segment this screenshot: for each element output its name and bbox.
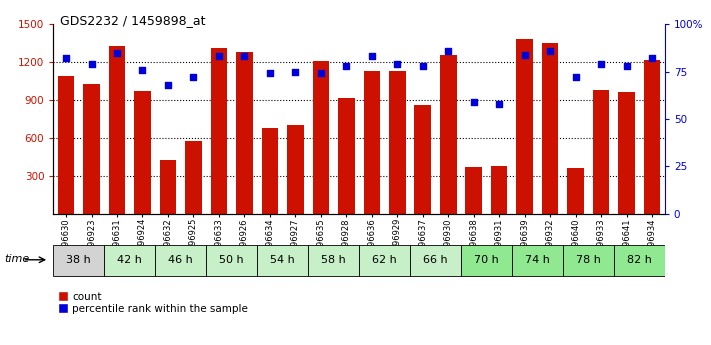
Bar — [563, 245, 614, 276]
Text: 54 h: 54 h — [270, 255, 295, 265]
Bar — [313, 61, 329, 214]
Bar — [619, 92, 635, 214]
Bar — [410, 245, 461, 276]
Bar — [359, 245, 410, 276]
Bar — [287, 125, 304, 214]
Text: 38 h: 38 h — [66, 255, 91, 265]
Point — [595, 61, 606, 67]
Point — [112, 50, 123, 55]
Bar — [206, 245, 257, 276]
Bar — [512, 245, 563, 276]
Point — [442, 48, 454, 53]
Point — [366, 53, 378, 59]
Point — [341, 63, 352, 69]
Point — [289, 69, 301, 74]
Bar — [643, 60, 661, 214]
Text: 70 h: 70 h — [474, 255, 499, 265]
Point — [60, 56, 72, 61]
Bar — [516, 39, 533, 214]
Bar — [466, 167, 482, 214]
Bar — [58, 76, 75, 214]
Bar — [53, 245, 105, 276]
Bar — [338, 98, 355, 214]
Bar — [160, 159, 176, 214]
Point — [162, 82, 173, 88]
Point — [417, 63, 429, 69]
Bar — [614, 245, 665, 276]
Point — [545, 48, 556, 53]
Text: 46 h: 46 h — [169, 255, 193, 265]
Bar — [461, 245, 512, 276]
Bar — [593, 90, 609, 214]
Text: GDS2232 / 1459898_at: GDS2232 / 1459898_at — [60, 14, 206, 27]
Bar — [262, 128, 278, 214]
Bar — [363, 71, 380, 214]
Text: 82 h: 82 h — [627, 255, 652, 265]
Bar — [257, 245, 308, 276]
Bar — [134, 91, 151, 214]
Point — [493, 101, 505, 107]
Text: 58 h: 58 h — [321, 255, 346, 265]
Bar — [83, 83, 100, 214]
Point — [315, 71, 326, 76]
Legend: count, percentile rank within the sample: count, percentile rank within the sample — [58, 292, 248, 314]
Bar — [185, 140, 202, 214]
Bar — [415, 105, 431, 214]
Bar — [105, 245, 155, 276]
Point — [519, 52, 530, 57]
Point — [621, 63, 632, 69]
Bar — [389, 71, 405, 214]
Point — [468, 99, 479, 105]
Bar — [155, 245, 206, 276]
Bar — [567, 168, 584, 214]
Bar — [308, 245, 359, 276]
Text: 42 h: 42 h — [117, 255, 142, 265]
Point — [213, 53, 225, 59]
Bar — [440, 55, 456, 214]
Point — [188, 75, 199, 80]
Text: 62 h: 62 h — [372, 255, 397, 265]
Text: time: time — [4, 254, 30, 264]
Bar — [210, 48, 228, 214]
Text: 66 h: 66 h — [423, 255, 448, 265]
Bar — [491, 166, 508, 214]
Text: 74 h: 74 h — [525, 255, 550, 265]
Point — [137, 67, 148, 72]
Point — [646, 56, 658, 61]
Point — [392, 61, 403, 67]
Bar — [542, 43, 558, 214]
Point — [264, 71, 276, 76]
Bar — [236, 52, 252, 214]
Bar — [109, 46, 125, 214]
Point — [86, 61, 97, 67]
Text: 50 h: 50 h — [220, 255, 244, 265]
Point — [570, 75, 582, 80]
Text: 78 h: 78 h — [576, 255, 601, 265]
Point — [239, 53, 250, 59]
